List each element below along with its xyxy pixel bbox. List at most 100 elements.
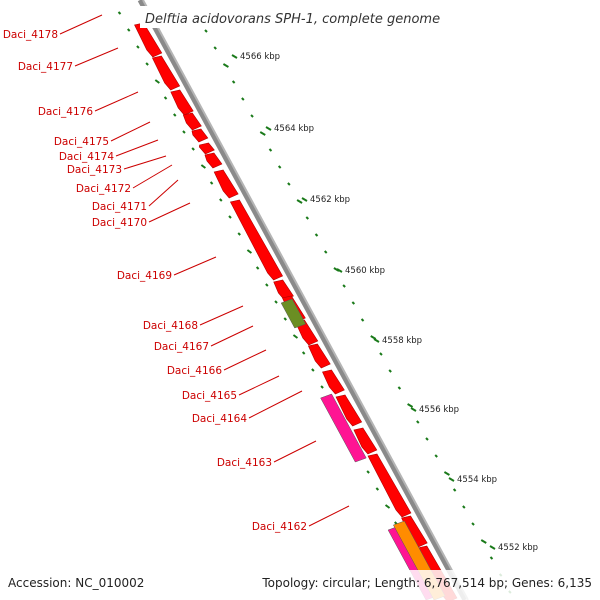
gene-leader-line (273, 440, 317, 463)
scale-label: 4556 kbp (419, 405, 459, 415)
scale-tick (384, 504, 391, 509)
gene-label[interactable]: Daci_4172 (76, 183, 131, 195)
scale-tick (351, 301, 356, 305)
scale-tick (136, 45, 140, 49)
scale-tick (154, 79, 160, 84)
gene-leader-line (238, 375, 280, 396)
gene-label-leaders (59, 14, 350, 527)
gene-bar[interactable] (204, 152, 223, 169)
gene-label[interactable]: Daci_4176 (38, 106, 94, 118)
scale-tick (127, 28, 131, 32)
scale-tick (416, 420, 420, 424)
scale-label: 4560 kbp (345, 266, 385, 276)
scale-tick (283, 317, 287, 321)
gene-label[interactable]: Daci_4166 (167, 365, 223, 377)
scale-tick (320, 385, 324, 389)
title-background (140, 6, 452, 28)
gene-bar[interactable] (213, 169, 239, 199)
scale-tick (287, 182, 291, 186)
gene-leader-line (132, 164, 173, 189)
scale-tick (209, 181, 214, 185)
gene-bar[interactable] (307, 343, 331, 369)
gene-label[interactable]: Daci_4171 (92, 201, 147, 213)
accession-text: Accession: NC_010002 (8, 576, 144, 590)
scale-tick (452, 488, 457, 492)
gene-label[interactable]: Daci_4168 (143, 320, 198, 332)
scale-major-tick (373, 338, 380, 343)
scale-major-tick (265, 126, 272, 131)
scale-tick (314, 233, 319, 237)
gene-label[interactable]: Daci_4167 (154, 341, 209, 353)
scale-tick (425, 437, 429, 441)
gene-leader-line (110, 121, 151, 142)
scale-tick (182, 130, 186, 134)
scale-tick (296, 199, 303, 204)
scale-label: 4552 kbp (498, 543, 538, 553)
gene-label[interactable]: Daci_4165 (182, 390, 237, 402)
gene-label[interactable]: Daci_4162 (252, 521, 307, 533)
gene-leader-line (223, 349, 267, 371)
gene-bar-daci-4163[interactable] (320, 393, 367, 463)
gene-leader-line (210, 325, 254, 347)
gene-bar[interactable] (199, 142, 215, 155)
scale-tick (443, 471, 450, 476)
scale-tick (379, 352, 383, 356)
scale-tick (342, 284, 346, 288)
gene-bar[interactable] (322, 369, 345, 395)
scale-tick (360, 318, 365, 322)
gene-bar[interactable] (367, 453, 412, 518)
gene-label[interactable]: Daci_4173 (67, 164, 122, 176)
scale-tick (219, 198, 223, 202)
scale-tick (265, 283, 269, 287)
scale-label: 4558 kbp (382, 336, 422, 346)
gene-leader-line (199, 305, 244, 326)
footer-background (0, 570, 600, 600)
scale-major-tick (448, 477, 455, 482)
gene-bar[interactable] (182, 112, 202, 131)
gene-leader-line (148, 202, 191, 223)
gene-label[interactable]: Daci_4169 (117, 270, 172, 282)
scale-tick (163, 96, 168, 100)
gene-label[interactable]: Daci_4177 (18, 61, 73, 73)
scale-tick (292, 334, 299, 339)
gene-leader-line (308, 505, 350, 527)
scale-tick (489, 556, 494, 560)
gene-label[interactable]: Daci_4163 (217, 457, 272, 469)
genome-backbone (137, 0, 468, 600)
gene-labels: Daci_4178 Daci_4177 Daci_4176 Daci_4175 Daci… (3, 29, 307, 533)
gene-bar[interactable] (151, 55, 181, 91)
scale-tick (259, 131, 266, 136)
gene-leader-line (59, 14, 103, 35)
map-title: Delftia acidovorans SPH-1, complete geno… (145, 12, 440, 27)
gene-bar-daci-4168[interactable] (280, 298, 307, 329)
scale-tick (191, 147, 195, 151)
gene-label[interactable]: Daci_4170 (92, 217, 147, 229)
scale-major-tick (336, 268, 343, 273)
gene-label[interactable]: Daci_4164 (192, 413, 248, 425)
gene-leader-line (94, 91, 139, 112)
scale-tick (301, 351, 306, 355)
gene-label[interactable]: Daci_4178 (3, 29, 58, 41)
scale-tick (241, 97, 245, 101)
gene-leader-line (148, 179, 179, 207)
genome-summary-text: Topology: circular; Length: 6,767,514 bp… (261, 576, 592, 590)
gene-bar[interactable] (191, 128, 209, 143)
gene-bar[interactable] (335, 394, 363, 427)
scale-tick (237, 232, 241, 236)
scale-tick (274, 300, 278, 304)
scale-tick (434, 454, 438, 458)
gene-label[interactable]: Daci_4174 (59, 151, 115, 163)
scale-tick (375, 487, 380, 491)
scale-tick (204, 29, 208, 33)
scale-tick (231, 80, 236, 84)
gene-label[interactable]: Daci_4175 (54, 136, 109, 148)
gene-bar[interactable] (229, 199, 284, 281)
scale-tick (311, 368, 315, 372)
gene-leader-line (115, 139, 159, 157)
scale-major-tick (301, 197, 308, 202)
scale-tick (462, 505, 466, 509)
gene-bar[interactable] (353, 427, 378, 455)
gene-bar[interactable] (170, 89, 194, 116)
scale-tick (255, 266, 260, 270)
